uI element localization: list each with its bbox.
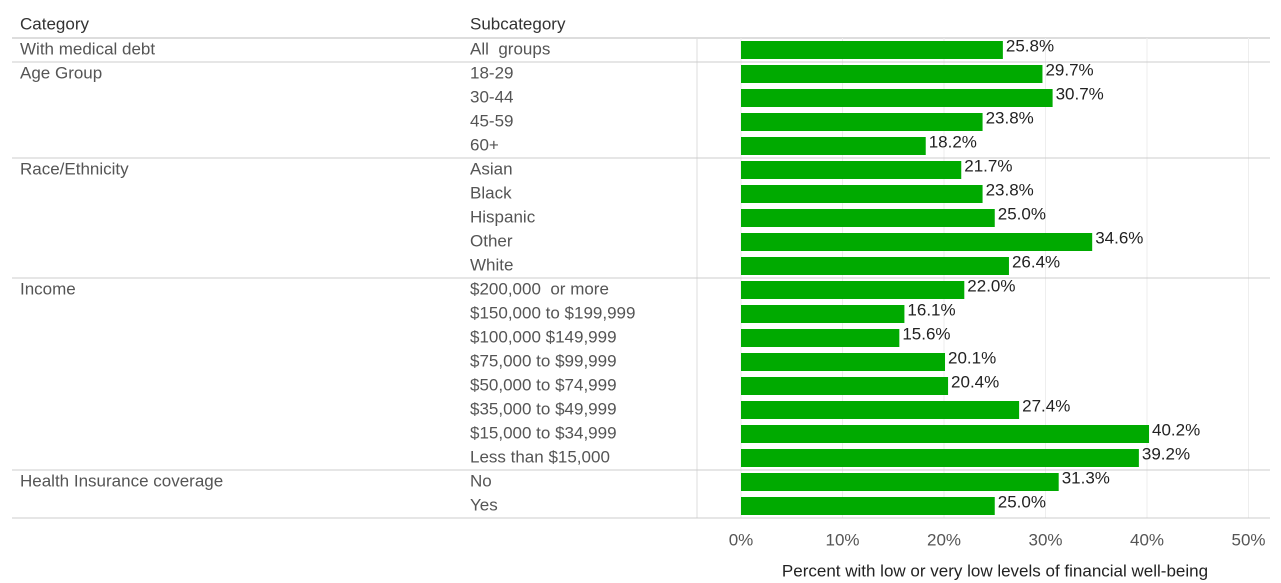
category-label: Income [20,279,76,298]
x-tick-label: 20% [927,530,961,549]
subcategory-label: No [470,471,492,490]
value-label: 29.7% [1045,60,1093,79]
bar [741,209,995,227]
bar [741,377,949,395]
bar [741,497,995,515]
subcategory-label: Other [470,231,513,250]
x-tick-label: 10% [825,530,859,549]
value-label: 21.7% [964,156,1012,175]
subcategory-label: $100,000 $149,999 [470,327,617,346]
value-label: 34.6% [1095,228,1143,247]
value-label: 20.1% [948,348,996,367]
x-tick-label: 40% [1130,530,1164,549]
subcategory-label: Hispanic [470,207,536,226]
value-label: 22.0% [967,276,1015,295]
category-label: Age Group [20,63,102,82]
bar [741,113,983,131]
x-axis-label: Percent with low or very low levels of f… [782,561,1208,580]
bar [741,353,946,371]
value-label: 23.8% [986,180,1034,199]
bar [741,185,983,203]
category-label: Health Insurance coverage [20,471,223,490]
subcategory-label: $200,000 or more [470,279,609,298]
value-label: 30.7% [1056,84,1104,103]
value-label: 20.4% [951,372,999,391]
subcategory-label: 45-59 [470,111,513,130]
value-label: 40.2% [1152,420,1200,439]
bar [741,449,1139,467]
bar [741,89,1053,107]
bar [741,401,1020,419]
x-tick-label: 30% [1028,530,1062,549]
subcategory-label: $150,000 to $199,999 [470,303,635,322]
value-label: 23.8% [986,108,1034,127]
subcategory-label: 60+ [470,135,499,154]
bar [741,305,905,323]
subcategory-label: White [470,255,513,274]
x-tick-label: 50% [1231,530,1265,549]
subcategory-label: All groups [470,39,550,58]
bar [741,161,962,179]
column-header: Subcategory [470,14,566,33]
column-header: Category [20,14,89,33]
subcategory-label: Yes [470,495,498,514]
x-tick-label: 0% [729,530,754,549]
value-label: 15.6% [902,324,950,343]
bar [741,329,900,347]
bar [741,281,965,299]
value-label: 18.2% [929,132,977,151]
subcategory-label: 30-44 [470,87,513,106]
bar [741,257,1009,275]
subcategory-label: $15,000 to $34,999 [470,423,617,442]
value-label: 25.8% [1006,36,1054,55]
bar [741,473,1059,491]
subcategory-label: $75,000 to $99,999 [470,351,617,370]
category-label: Race/Ethnicity [20,159,129,178]
bar [741,425,1150,443]
subcategory-label: Asian [470,159,513,178]
subcategory-label: Black [470,183,512,202]
bar [741,65,1043,83]
subcategory-label: Less than $15,000 [470,447,610,466]
subcategory-label: $35,000 to $49,999 [470,399,617,418]
value-label: 31.3% [1062,468,1110,487]
bar [741,233,1093,251]
value-label: 26.4% [1012,252,1060,271]
value-label: 27.4% [1022,396,1070,415]
value-label: 39.2% [1142,444,1190,463]
value-label: 25.0% [998,492,1046,511]
bar [741,137,926,155]
value-label: 25.0% [998,204,1046,223]
subcategory-label: $50,000 to $74,999 [470,375,617,394]
subcategory-label: 18-29 [470,63,513,82]
value-label: 16.1% [907,300,955,319]
bar [741,41,1003,59]
category-label: With medical debt [20,39,155,58]
